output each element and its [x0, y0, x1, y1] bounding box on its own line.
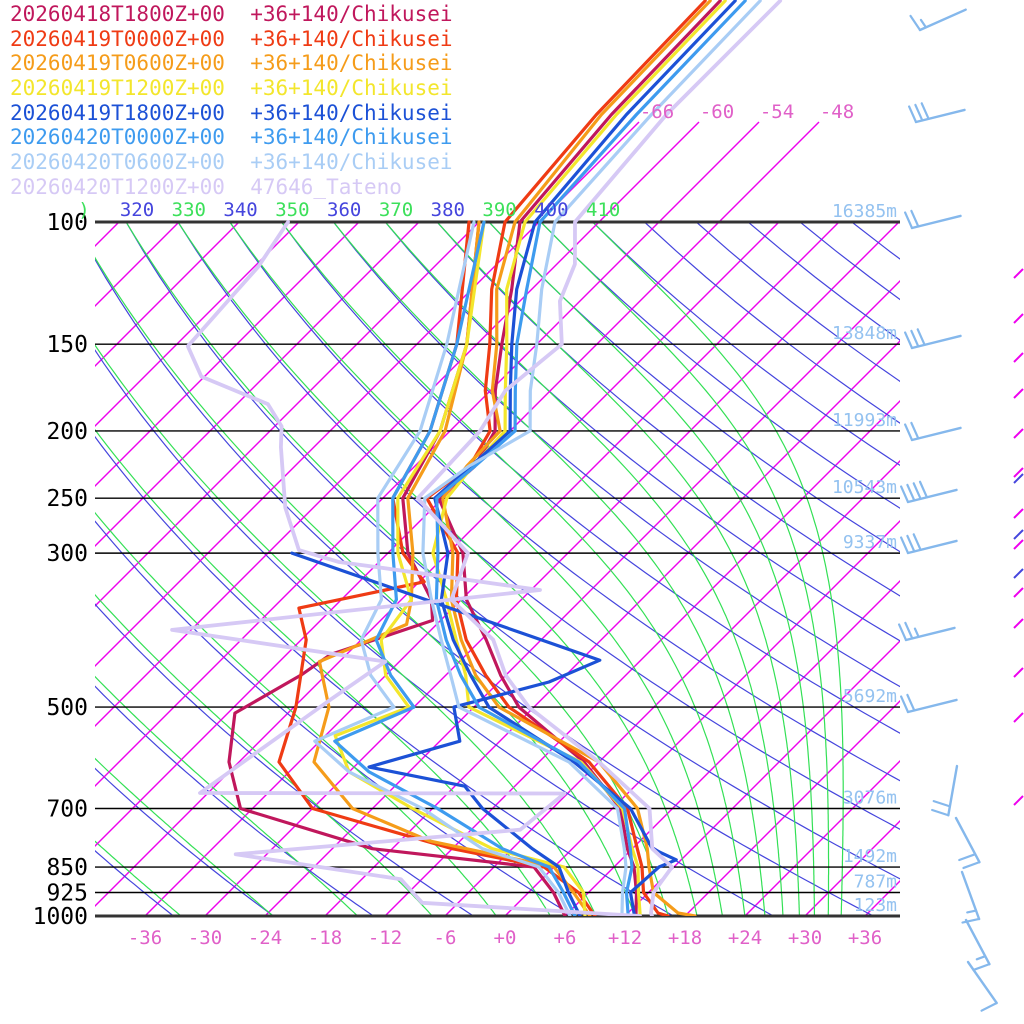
svg-text:9337m: 9337m [843, 532, 897, 553]
svg-text:-48: -48 [820, 101, 854, 123]
wind-barb [960, 870, 981, 924]
svg-text:350: 350 [275, 199, 309, 221]
svg-text:1492m: 1492m [843, 846, 897, 867]
wind-barb [903, 328, 962, 350]
legend-entry: 20260420T0000Z+00 +36+140/Chikusei [10, 125, 453, 150]
svg-text:150: 150 [46, 332, 88, 358]
svg-text:+18: +18 [668, 927, 702, 949]
svg-text:-6: -6 [434, 927, 457, 949]
extended-isotherms [95, 121, 820, 847]
svg-text:-24: -24 [248, 927, 282, 949]
svg-text:+30: +30 [788, 927, 822, 949]
svg-text:): ) [78, 199, 89, 221]
svg-text:-54: -54 [760, 101, 794, 123]
legend-entry: 20260418T1800Z+00 +36+140/Chikusei [10, 2, 453, 26]
svg-text:300: 300 [46, 541, 88, 567]
legend-entry: 20260419T1800Z+00 +36+140/Chikusei [10, 100, 453, 125]
svg-text:370: 370 [379, 199, 413, 221]
wind-barb [903, 209, 962, 230]
wind-barb [897, 621, 956, 642]
svg-text:+12: +12 [608, 927, 642, 949]
svg-text:340: 340 [223, 199, 257, 221]
svg-text:787m: 787m [854, 872, 897, 893]
wind-barb [899, 480, 958, 504]
svg-text:-60: -60 [700, 101, 734, 123]
svg-text:925: 925 [46, 881, 88, 907]
wind-barb [964, 918, 991, 972]
svg-text:-12: -12 [368, 927, 402, 949]
sounding-traces [170, 0, 783, 916]
svg-text:700: 700 [46, 796, 88, 822]
svg-text:330: 330 [172, 199, 206, 221]
svg-text:-36: -36 [128, 927, 162, 949]
wind-barb [899, 693, 958, 714]
legend: 20260418T1800Z+00 +36+140/Chikusei 202604… [10, 2, 453, 200]
svg-text:3076m: 3076m [843, 787, 897, 808]
svg-text:16385m: 16385m [832, 201, 897, 222]
svg-text:100: 100 [46, 210, 88, 236]
legend-entry: 20260420T0600Z+00 +36+140/Chikusei [10, 150, 453, 175]
svg-text:-66: -66 [640, 101, 674, 123]
svg-text:390: 390 [482, 199, 516, 221]
svg-text:13848m: 13848m [832, 323, 897, 344]
wind-barb [907, 102, 966, 124]
wind-barb [931, 764, 959, 817]
wind-barb [903, 421, 962, 442]
svg-text:-30: -30 [188, 927, 222, 949]
svg-text:+0: +0 [494, 927, 517, 949]
svg-text:+6: +6 [554, 927, 577, 949]
svg-text:380: 380 [431, 199, 465, 221]
legend-entry: 20260419T1200Z+00 +36+140/Chikusei [10, 76, 453, 101]
svg-text:5692m: 5692m [843, 686, 897, 707]
svg-text:360: 360 [327, 199, 361, 221]
wind-barb [966, 960, 998, 1012]
wind-barbs-and-labels: 320 330 340 350 360 370 380 390 400 410) -66 -60 -54… [78, 8, 1024, 1012]
svg-text:200: 200 [46, 419, 88, 445]
svg-text:+24: +24 [728, 927, 762, 949]
legend-entry: 20260419T0600Z+00 +36+140/Chikusei [10, 51, 453, 76]
svg-text:410: 410 [586, 199, 620, 221]
background-grid [95, 222, 900, 916]
wind-barb [954, 816, 981, 870]
svg-text:320: 320 [120, 199, 154, 221]
svg-text:-18: -18 [308, 927, 342, 949]
svg-text:+36: +36 [848, 927, 882, 949]
wind-barb [899, 533, 958, 555]
wind-barb [909, 8, 967, 32]
legend-entry: 20260420T1200Z+00 47646_Tateno [10, 174, 402, 199]
svg-text:1000: 1000 [33, 904, 88, 930]
svg-text:850: 850 [46, 855, 88, 881]
svg-text:400: 400 [534, 199, 568, 221]
svg-text:10543m: 10543m [832, 477, 897, 498]
svg-text:250: 250 [46, 486, 88, 512]
svg-text:500: 500 [46, 695, 88, 721]
svg-text:11993m: 11993m [832, 410, 897, 431]
legend-entry: 20260419T0000Z+00 +36+140/Chikusei [10, 26, 453, 51]
svg-text:123m: 123m [854, 895, 897, 916]
